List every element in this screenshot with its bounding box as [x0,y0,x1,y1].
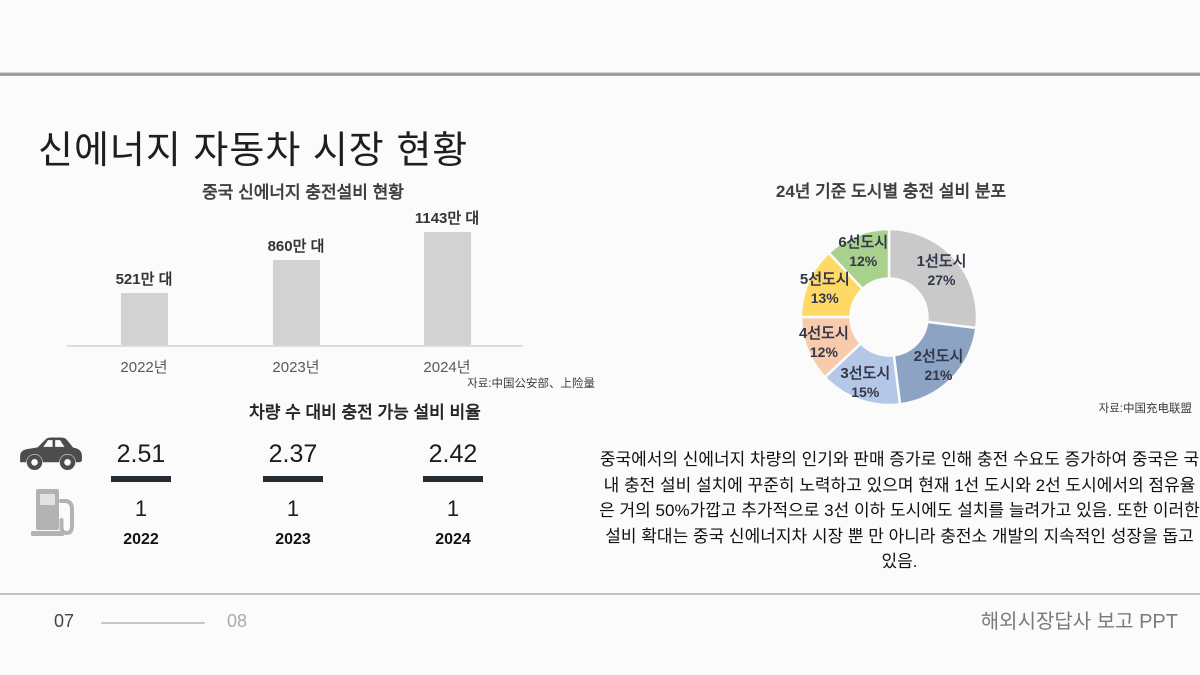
ratio-year-label: 2024 [435,531,471,548]
donut-slice-name: 1선도시 [916,252,967,270]
donut-slice-name: 3선도시 [840,364,891,382]
donut-chart-title: 24년 기준 도시별 충전 설비 분포 [775,182,1007,201]
ratio-denominator: 1 [286,496,300,521]
donut-slice-pct: 12% [849,252,878,269]
donut-chart-source: 자료:中国充电联盟 [1098,403,1192,415]
bar-2024년 [423,232,471,345]
fuel-pump-icon [30,486,76,539]
bar-2022년 [120,293,168,345]
car-icon [16,431,84,475]
donut-slice-label: 1선도시 27% [917,253,967,289]
bar-chart-title: 중국 신에너지 충전설비 현황 [202,183,404,202]
top-divider [0,72,1200,76]
donut-slice-name: 4선도시 [799,324,849,342]
bottom-divider [0,593,1200,595]
donut-slice-name: 6선도시 [838,233,889,251]
donut-slice-1선도시 [887,227,979,330]
bar-category-label: 2022년 [120,359,168,376]
donut-slice-pct: 27% [927,271,956,288]
donut-slice-label: 2선도시 21% [914,348,964,384]
ratio-denominator: 1 [134,496,148,521]
ratio-year-label: 2023 [275,531,311,548]
bar-chart-plot: 521만 대 2022년 860만 대 2023년 1143만 대 2024년 [60,200,530,376]
bar-chart-axis [67,345,523,347]
bar-2023년 [272,260,320,345]
bar-chart-source: 자료:中国公安部、上险量 [467,378,595,390]
donut-chart: 1선도시 27% 2선도시 21% 3선도시 15% 4선도시 12% 5선도시 13% 6선도시 1… [789,217,989,417]
fraction-bar [111,476,171,482]
donut-slice-2선도시 [892,320,978,406]
page-number-current: 07 [54,611,75,631]
donut-slice-label: 4선도시 12% [799,325,849,361]
page-progress-line [101,622,205,624]
donut-slice-pct: 13% [810,290,839,307]
ratio-column-2022: 2.51 1 2022 [76,440,206,549]
ratio-numerator: 2.42 [428,440,478,468]
ratio-year-label: 2022 [123,531,159,548]
donut-chart-svg [799,227,979,407]
donut-slice-name: 2선도시 [913,348,964,366]
bar-value-label: 1143만 대 [414,210,480,227]
footer-caption: 해외시장답사 보고 PPT [980,611,1178,633]
donut-slice-name: 5선도시 [799,271,850,289]
bar-category-label: 2024년 [423,359,471,376]
ratio-denominator: 1 [446,496,460,521]
donut-slice-label: 6선도시 12% [838,234,888,270]
fraction-bar [423,476,483,482]
donut-slice-label: 5선도시 13% [800,271,850,307]
donut-slice-pct: 15% [851,383,880,400]
ratio-numerator: 2.37 [268,440,318,468]
bar-category-label: 2023년 [272,359,320,376]
ratio-column-2023: 2.37 1 2023 [228,440,358,549]
page-title: 신에너지 자동차 시장 현황 [38,130,469,173]
bar-value-label: 860만 대 [267,238,325,255]
description-text: 중국에서의 신에너지 차량의 인기와 판매 증가로 인해 충전 수요도 증가하여… [599,450,1200,571]
donut-slice-label: 3선도시 15% [840,365,890,401]
bar-value-label: 521만 대 [115,271,173,288]
ratio-section-title: 차량 수 대비 충전 가능 설비 비율 [249,403,481,422]
donut-slice-pct: 12% [809,343,838,360]
donut-slice-6선도시 [826,227,891,291]
page-number-next: 08 [227,611,248,631]
ratio-numerator: 2.51 [116,440,166,468]
fraction-bar [263,476,323,482]
donut-slice-pct: 21% [924,367,953,384]
ratio-column-2024: 2.42 1 2024 [388,440,518,549]
